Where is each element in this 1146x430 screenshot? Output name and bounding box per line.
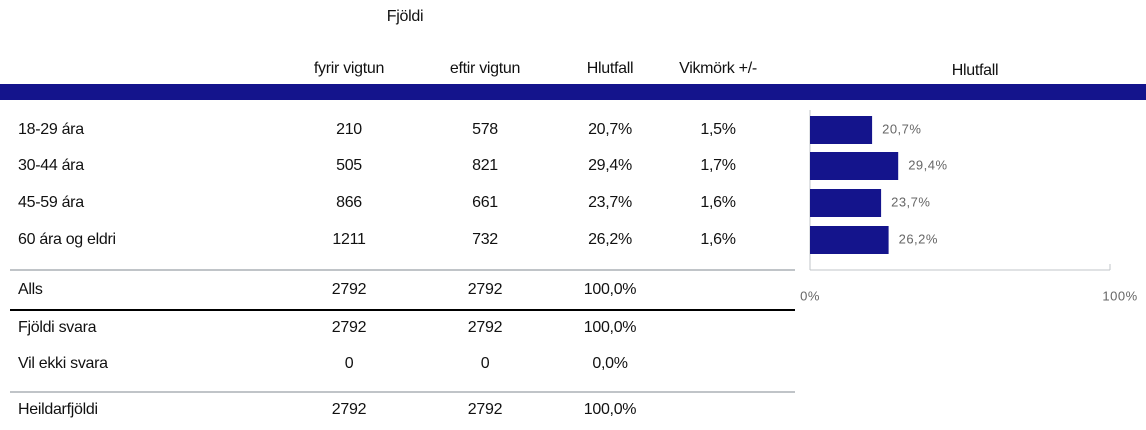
value-label: 29,4% <box>908 157 947 172</box>
cell: 2792 <box>332 281 367 298</box>
column-header: fyrir vigtun <box>314 60 384 77</box>
value-label: 26,2% <box>899 231 938 246</box>
cell: 1,6% <box>700 231 735 248</box>
row-label: 18-29 ára <box>18 121 84 138</box>
bar <box>810 226 889 254</box>
value-label: 23,7% <box>891 194 930 209</box>
header-band <box>0 84 1146 100</box>
cell: 23,7% <box>588 194 632 211</box>
bar <box>810 116 873 144</box>
cell: 2792 <box>468 319 503 336</box>
cell: 100,0% <box>584 319 637 336</box>
column-header: Vikmörk +/- <box>679 60 757 77</box>
cell: 0 <box>481 355 490 372</box>
cell: 578 <box>472 121 498 138</box>
cell: 2792 <box>332 319 367 336</box>
cell: 1,5% <box>700 121 735 138</box>
cell: 866 <box>336 194 362 211</box>
group-header: Fjöldi <box>387 8 423 25</box>
column-header: eftir vigtun <box>450 60 520 77</box>
row-label: Fjöldi svara <box>18 319 97 336</box>
cell: 821 <box>472 157 498 174</box>
cell: 210 <box>336 121 362 138</box>
row-label: Vil ekki svara <box>18 355 108 372</box>
row-label: Alls <box>18 281 43 298</box>
cell: 1,6% <box>700 194 735 211</box>
row-label: Heildarfjöldi <box>18 401 98 418</box>
cell: 2792 <box>468 401 503 418</box>
cell: 732 <box>472 231 498 248</box>
cell: 0 <box>345 355 354 372</box>
cell: 505 <box>336 157 362 174</box>
cell: 2792 <box>468 281 503 298</box>
x-tick-label: 0% <box>800 288 820 303</box>
cell: 20,7% <box>588 121 632 138</box>
cell: 100,0% <box>584 281 637 298</box>
cell: 29,4% <box>588 157 632 174</box>
cell: 661 <box>472 194 498 211</box>
column-header: Hlutfall <box>587 60 634 77</box>
cell: 2792 <box>332 401 367 418</box>
x-tick-label: 100% <box>1102 288 1137 303</box>
bar <box>810 189 882 217</box>
value-label: 20,7% <box>882 121 921 136</box>
cell: 1,7% <box>700 157 735 174</box>
row-label: 60 ára og eldri <box>18 231 116 248</box>
row-label: 45-59 ára <box>18 194 84 211</box>
chart-title: Hlutfall <box>952 62 999 79</box>
row-label: 30-44 ára <box>18 157 84 174</box>
bar <box>810 152 899 180</box>
cell: 0,0% <box>592 355 627 372</box>
cell: 100,0% <box>584 401 637 418</box>
cell: 1211 <box>332 231 366 248</box>
cell: 26,2% <box>588 231 632 248</box>
